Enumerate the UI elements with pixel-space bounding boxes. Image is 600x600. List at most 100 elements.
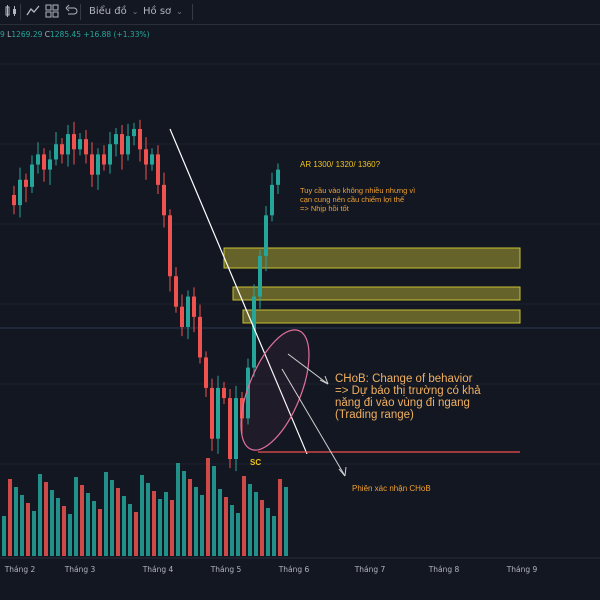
candle-body <box>84 139 88 155</box>
confirm-arrow <box>281 368 346 477</box>
volume-bar <box>140 475 144 556</box>
candle-body <box>150 154 154 165</box>
candle-body <box>186 296 190 327</box>
volume-bar <box>80 485 84 556</box>
volume-bar <box>236 513 240 556</box>
volume-bar <box>86 493 90 556</box>
candle-body <box>138 129 142 150</box>
volume-bar <box>74 477 78 556</box>
confirm-arrowhead <box>338 466 347 477</box>
layout-grid-icon[interactable] <box>44 3 60 21</box>
annotation-demand-note: Tuy cầu vào không nhiều nhưng vì cạn cun… <box>300 186 416 213</box>
x-tick-label: Tháng 4 <box>142 565 174 574</box>
volume-bar <box>194 487 198 556</box>
candle-body <box>162 184 166 216</box>
volume-bar <box>266 508 270 556</box>
volume-bar <box>164 492 168 556</box>
indicators-icon[interactable] <box>25 3 41 21</box>
volume-bar <box>242 476 246 556</box>
volume-bar <box>254 492 258 556</box>
volume-bar <box>212 466 216 556</box>
low-value: 1269.29 <box>11 30 43 39</box>
candle-body <box>174 276 178 307</box>
volume-bar <box>50 490 54 556</box>
volume-bar <box>8 479 12 556</box>
candle-body <box>252 296 256 368</box>
low-label: L <box>7 30 12 39</box>
volume-bar <box>152 491 156 556</box>
annotation-choch: CHoB: Change of behavior => Dự báo thị t… <box>335 373 481 421</box>
volume-bar <box>146 483 150 556</box>
volume-bar <box>278 479 282 556</box>
candle-body <box>210 387 214 439</box>
trend-line <box>169 128 308 455</box>
price-chart[interactable]: Tháng 2 Tháng 3 Tháng 4 Tháng 5 Tháng 6 Tháng… <box>0 24 600 600</box>
volume-bar <box>56 498 60 556</box>
x-tick-label: Tháng 6 <box>278 565 310 574</box>
volume-bar <box>32 511 36 556</box>
volume-bar <box>218 489 222 556</box>
sc-ellipse <box>240 329 310 451</box>
annotation-confirm-session: Phiên xác nhận CHoB <box>352 484 431 493</box>
candle-body <box>36 154 40 165</box>
open-value: 9 <box>0 30 5 39</box>
volume-bar <box>248 484 252 556</box>
top-toolbar: Biểu đồ ⌄ Hồ sơ ⌄ <box>0 0 600 25</box>
close-label: C <box>44 30 51 39</box>
candle-body <box>132 129 136 137</box>
chart-menu[interactable]: Biểu đồ ⌄ <box>89 3 138 21</box>
volume-bar <box>176 463 180 556</box>
candles-icon[interactable] <box>3 3 19 21</box>
candle-body <box>66 134 70 155</box>
volume-bar <box>200 495 204 556</box>
volume-bar <box>158 499 162 556</box>
candle-body <box>102 154 106 165</box>
candle-body <box>114 134 118 145</box>
candle-body <box>18 179 22 206</box>
x-tick-label: Tháng 3 <box>64 565 96 574</box>
candle-body <box>270 184 274 216</box>
volume-bar <box>224 497 228 556</box>
volume-bar <box>116 488 120 556</box>
volume-bar <box>170 500 174 556</box>
x-tick-label: Tháng 2 <box>4 565 36 574</box>
x-tick-label: Tháng 7 <box>354 565 386 574</box>
candle-body <box>234 398 238 459</box>
chevron-down-icon: ⌄ <box>176 7 183 16</box>
candle-body <box>198 316 202 358</box>
volume-bar <box>68 514 72 556</box>
volume-bar <box>182 471 186 556</box>
resistance-zone <box>232 286 521 301</box>
volume-bar <box>2 516 6 556</box>
ohlc-legend: 9 L1269.29 C1285.45 +16.88 (+1.33%) <box>0 30 150 39</box>
candle-body <box>60 144 64 155</box>
choch-arrow <box>287 353 329 385</box>
candle-body <box>180 306 184 327</box>
close-value: 1285.45 <box>50 30 82 39</box>
annotation-ar: AR 1300/ 1320/ 1360? <box>300 160 381 169</box>
candle-body <box>30 164 34 187</box>
chevron-down-icon: ⌄ <box>131 7 139 16</box>
volume-bar <box>206 458 210 556</box>
candle-body <box>216 387 220 439</box>
resistance-zone <box>223 247 521 269</box>
candle-body <box>126 136 130 155</box>
volume-bar <box>188 479 192 556</box>
candle-body <box>90 154 94 175</box>
volume-bar <box>134 512 138 556</box>
volume-bar <box>272 516 276 556</box>
annotation-sc: SC <box>250 458 262 467</box>
candle-body <box>96 154 100 175</box>
candle-body <box>192 296 196 317</box>
candle-body <box>246 367 250 419</box>
choch-arrowhead <box>319 375 329 385</box>
candle-body <box>222 387 226 399</box>
candle-body <box>120 134 124 155</box>
undo-icon[interactable] <box>63 3 79 21</box>
candle-body <box>144 149 148 165</box>
profile-menu[interactable]: Hồ sơ ⌄ <box>143 3 183 21</box>
volume-bar <box>62 506 66 556</box>
volume-bar <box>92 501 96 556</box>
candle-body <box>42 154 46 170</box>
candle-body <box>228 398 232 459</box>
